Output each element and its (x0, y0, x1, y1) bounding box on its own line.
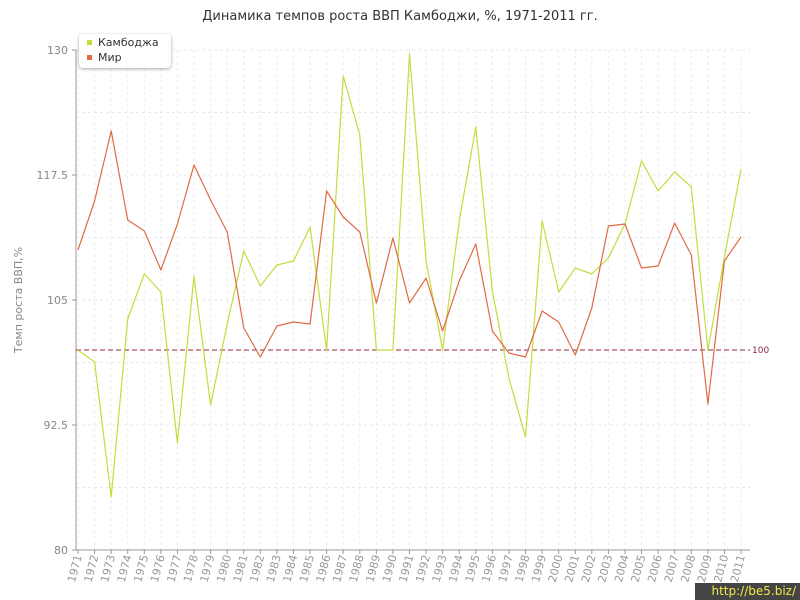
legend-label-mir: Мир (98, 51, 122, 64)
reference-line-label: 100 (752, 346, 769, 356)
series-line-1[interactable] (77, 130, 742, 405)
series-lines (77, 53, 742, 498)
watermark[interactable]: http://be5.biz/ (695, 583, 800, 600)
y-tick-label: 117.5 (37, 169, 69, 182)
legend-swatch-kambodzha (87, 39, 92, 45)
y-tick-label: 92.5 (44, 419, 69, 432)
y-tick-labels: 130 117.5 105 92.5 80 (37, 44, 76, 557)
legend-item-mir[interactable]: Мир (87, 51, 122, 65)
x-tick-label: 2011 (728, 553, 748, 583)
legend-label-kambodzha: Камбоджа (98, 36, 159, 49)
y-tick-label: 80 (54, 544, 68, 557)
y-tick-label: 130 (47, 44, 68, 57)
x-tick-labels: 1971197219731974197519761977197819791980… (65, 550, 748, 584)
legend-swatch-mir (87, 54, 92, 60)
legend: Камбоджа Мир (79, 34, 171, 68)
y-tick-label: 105 (47, 294, 68, 307)
reference-line-group: 100 (76, 346, 769, 356)
series-line-0[interactable] (77, 53, 742, 498)
y-axis-label: Темп роста ВВП,% (12, 247, 25, 354)
grid (76, 49, 750, 551)
chart-title: Динамика темпов роста ВВП Камбоджи, %, 1… (202, 9, 598, 24)
legend-item-kambodzha[interactable]: Камбоджа (87, 36, 159, 50)
